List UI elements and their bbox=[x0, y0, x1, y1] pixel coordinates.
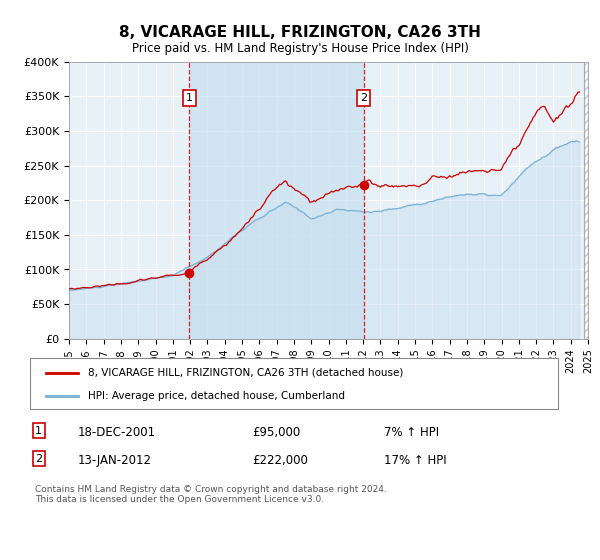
FancyBboxPatch shape bbox=[30, 358, 558, 409]
Text: 8, VICARAGE HILL, FRIZINGTON, CA26 3TH: 8, VICARAGE HILL, FRIZINGTON, CA26 3TH bbox=[119, 25, 481, 40]
Text: 18-DEC-2001: 18-DEC-2001 bbox=[77, 426, 155, 439]
Text: 1: 1 bbox=[35, 426, 42, 436]
Text: 7% ↑ HPI: 7% ↑ HPI bbox=[384, 426, 439, 439]
Text: Price paid vs. HM Land Registry's House Price Index (HPI): Price paid vs. HM Land Registry's House … bbox=[131, 42, 469, 55]
Text: 1: 1 bbox=[186, 92, 193, 102]
Text: 17% ↑ HPI: 17% ↑ HPI bbox=[384, 454, 446, 466]
Text: 2: 2 bbox=[35, 454, 43, 464]
Text: HPI: Average price, detached house, Cumberland: HPI: Average price, detached house, Cumb… bbox=[88, 391, 345, 401]
Text: £95,000: £95,000 bbox=[252, 426, 300, 439]
Text: 8, VICARAGE HILL, FRIZINGTON, CA26 3TH (detached house): 8, VICARAGE HILL, FRIZINGTON, CA26 3TH (… bbox=[88, 367, 403, 377]
Text: £222,000: £222,000 bbox=[252, 454, 308, 466]
Text: Contains HM Land Registry data © Crown copyright and database right 2024.
This d: Contains HM Land Registry data © Crown c… bbox=[35, 485, 387, 505]
Text: 13-JAN-2012: 13-JAN-2012 bbox=[77, 454, 152, 466]
Text: 2: 2 bbox=[360, 92, 367, 102]
